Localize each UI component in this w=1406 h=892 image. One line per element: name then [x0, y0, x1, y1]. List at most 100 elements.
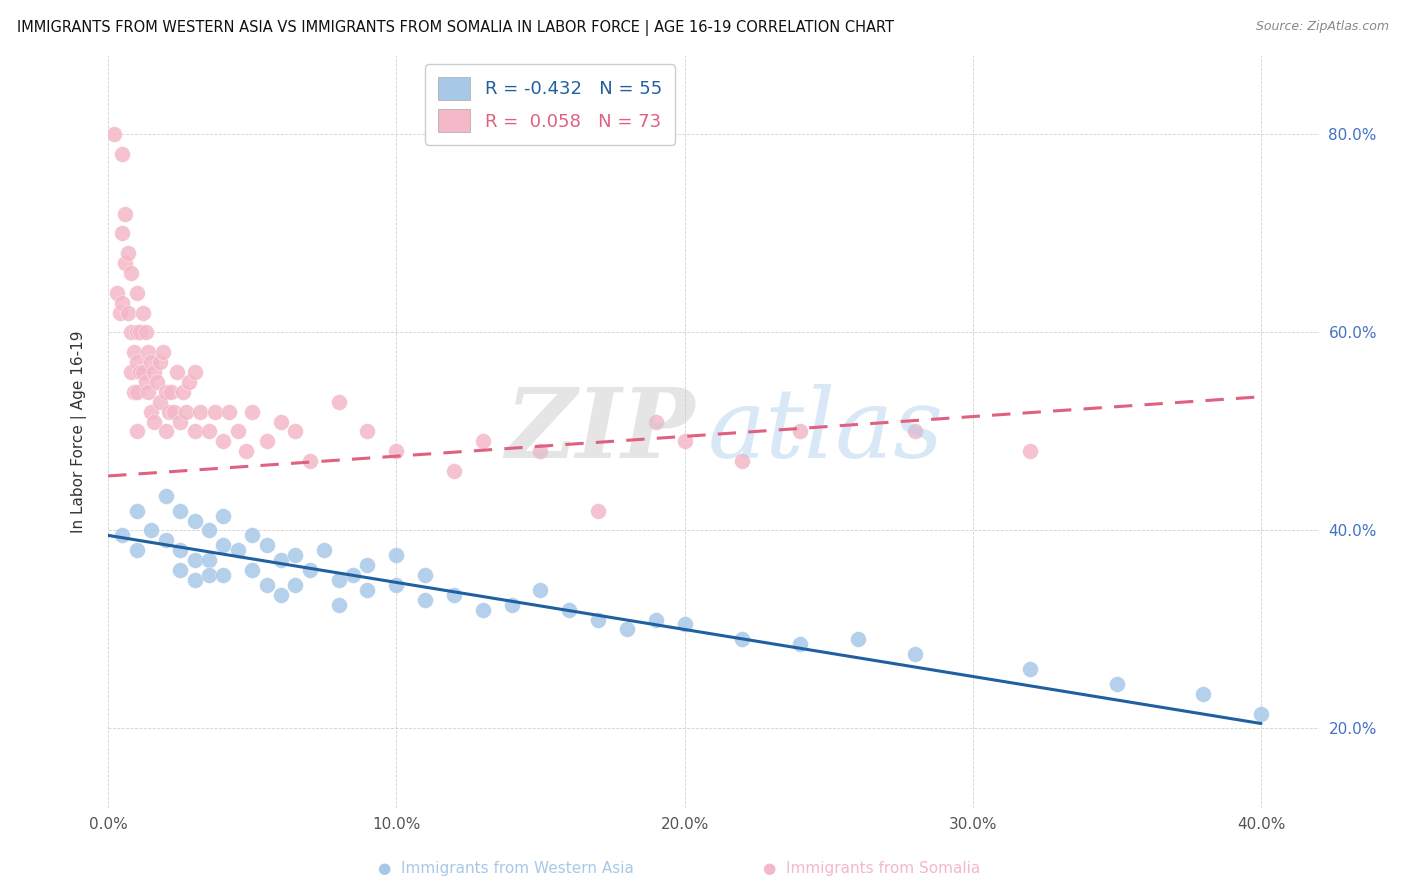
Point	[256, 578, 278, 592]
Point	[328, 394, 350, 409]
Point	[105, 285, 128, 300]
Point	[152, 345, 174, 359]
Point	[128, 326, 150, 340]
Point	[1019, 444, 1042, 458]
Point	[226, 543, 249, 558]
Point	[443, 464, 465, 478]
Point	[235, 444, 257, 458]
Point	[114, 206, 136, 220]
Point	[284, 425, 307, 439]
Point	[731, 632, 754, 647]
Point	[558, 602, 581, 616]
Point	[125, 503, 148, 517]
Point	[342, 568, 364, 582]
Point	[169, 563, 191, 577]
Point	[125, 355, 148, 369]
Point	[443, 588, 465, 602]
Point	[328, 573, 350, 587]
Point	[789, 425, 811, 439]
Point	[111, 528, 134, 542]
Point	[155, 489, 177, 503]
Point	[135, 375, 157, 389]
Point	[155, 384, 177, 399]
Text: atlas: atlas	[707, 384, 943, 478]
Text: ●  Immigrants from Somalia: ● Immigrants from Somalia	[763, 861, 980, 876]
Point	[616, 623, 638, 637]
Point	[120, 365, 142, 379]
Point	[174, 404, 197, 418]
Point	[240, 528, 263, 542]
Point	[146, 375, 169, 389]
Point	[385, 548, 408, 562]
Text: ●  Immigrants from Western Asia: ● Immigrants from Western Asia	[378, 861, 634, 876]
Point	[155, 533, 177, 548]
Point	[270, 588, 292, 602]
Point	[385, 578, 408, 592]
Point	[149, 394, 172, 409]
Point	[328, 598, 350, 612]
Point	[314, 543, 336, 558]
Point	[673, 617, 696, 632]
Point	[270, 553, 292, 567]
Point	[114, 256, 136, 270]
Point	[172, 384, 194, 399]
Point	[141, 355, 163, 369]
Point	[270, 415, 292, 429]
Point	[108, 305, 131, 319]
Point	[298, 454, 321, 468]
Point	[155, 425, 177, 439]
Point	[226, 425, 249, 439]
Point	[111, 295, 134, 310]
Point	[529, 444, 551, 458]
Legend: R = -0.432   N = 55, R =  0.058   N = 73: R = -0.432 N = 55, R = 0.058 N = 73	[425, 64, 675, 145]
Point	[673, 434, 696, 449]
Point	[125, 384, 148, 399]
Point	[149, 355, 172, 369]
Point	[240, 563, 263, 577]
Point	[298, 563, 321, 577]
Point	[385, 444, 408, 458]
Point	[177, 375, 200, 389]
Point	[356, 558, 378, 573]
Point	[240, 404, 263, 418]
Point	[256, 538, 278, 552]
Point	[128, 365, 150, 379]
Point	[141, 524, 163, 538]
Point	[111, 147, 134, 161]
Point	[183, 365, 205, 379]
Point	[183, 425, 205, 439]
Point	[143, 365, 166, 379]
Point	[169, 543, 191, 558]
Point	[131, 305, 153, 319]
Point	[212, 568, 235, 582]
Point	[125, 285, 148, 300]
Point	[103, 128, 125, 142]
Point	[198, 524, 221, 538]
Point	[1019, 662, 1042, 676]
Point	[117, 246, 139, 260]
Point	[122, 384, 145, 399]
Point	[141, 404, 163, 418]
Point	[212, 538, 235, 552]
Point	[904, 425, 927, 439]
Point	[284, 578, 307, 592]
Point	[125, 326, 148, 340]
Point	[198, 553, 221, 567]
Point	[218, 404, 240, 418]
Point	[846, 632, 869, 647]
Point	[212, 434, 235, 449]
Point	[586, 503, 609, 517]
Point	[166, 365, 188, 379]
Point	[120, 326, 142, 340]
Point	[183, 553, 205, 567]
Point	[122, 345, 145, 359]
Point	[198, 425, 221, 439]
Text: IMMIGRANTS FROM WESTERN ASIA VS IMMIGRANTS FROM SOMALIA IN LABOR FORCE | AGE 16-: IMMIGRANTS FROM WESTERN ASIA VS IMMIGRAN…	[17, 20, 894, 36]
Point	[529, 582, 551, 597]
Point	[644, 613, 666, 627]
Y-axis label: In Labor Force | Age 16-19: In Labor Force | Age 16-19	[72, 330, 87, 533]
Point	[731, 454, 754, 468]
Point	[169, 503, 191, 517]
Point	[157, 404, 180, 418]
Point	[1250, 706, 1272, 721]
